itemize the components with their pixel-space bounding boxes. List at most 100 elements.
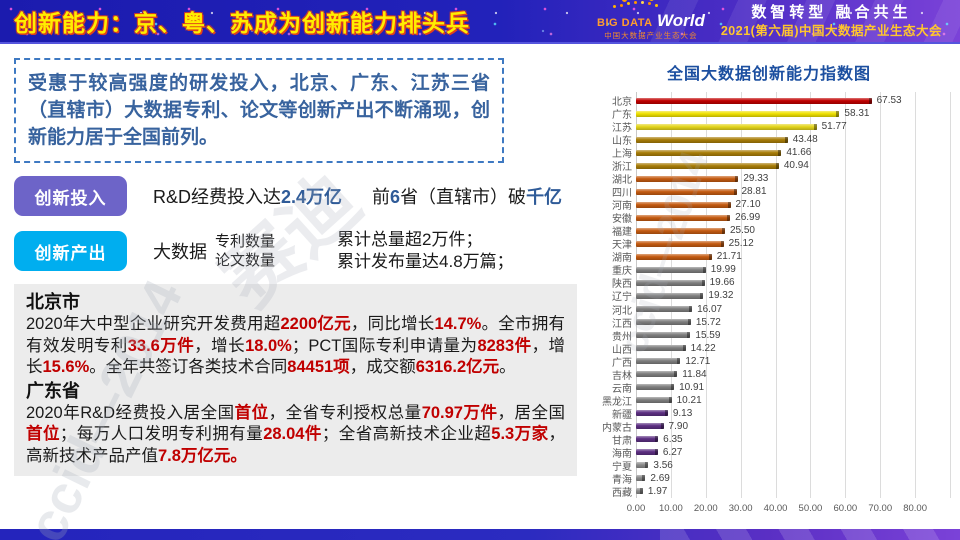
patent-paper-stack: 专利数量 论文数量 [215,232,275,270]
bar-area: 40.94 [636,160,950,171]
bigdata-label: 大数据 [153,242,207,262]
category-label: 云南 [612,383,632,395]
bar-广西 [636,358,681,365]
bar-甘肃 [636,436,659,443]
bar-area: 67.53 [636,95,950,106]
bar-area: 27.10 [636,199,950,210]
chart-title: 全国大数据创新能力指数图 [666,66,871,83]
gridline [880,92,882,498]
chart-row: 新疆 9.13 [588,407,950,421]
plain-text: ，全省专利授权总量 [268,403,422,422]
bar-天津 [636,240,724,247]
category-label: 福建 [612,227,632,239]
value-label: 11.84 [682,368,707,380]
value-label: 9.13 [672,407,693,419]
header-bar: 创新能力：京、粤、苏成为创新能力排头兵 BIG DATA World 中国大数据… [0,0,960,44]
x-tick-label: 10.00 [658,503,683,514]
category-label: 安徽 [612,214,632,226]
logo-bigdata-text: BIG DATA [597,17,653,30]
plain-text: 。全市拥有有效发明专利 [26,315,566,355]
chart-row: 贵州 15.59 [588,329,950,343]
highlight-text: 84451项 [287,358,350,376]
bar-area: 16.07 [636,304,950,315]
bar-浙江 [636,162,779,169]
category-label: 上海 [612,149,632,161]
bar-宁夏 [636,462,649,469]
value-label: 26.99 [735,212,761,224]
chart-row: 安徽 26.99 [588,211,950,226]
bar-area: 6.27 [636,447,950,458]
category-label: 重庆 [612,266,632,278]
category-label: 河南 [612,201,632,213]
bar-chart: 北京 67.53 广东 58.31 江苏 51.77 山东 43.48 上海 41.66 浙江 40.… [588,92,951,499]
bar-北京 [636,97,872,104]
bar-黑龙江 [636,397,672,404]
plain-text: ；全省高新技术企业超 [321,425,492,443]
bar-area: 1.97 [636,486,950,497]
chart-row: 湖南 21.71 [588,250,950,264]
bar-江西 [636,319,691,326]
bar-area: 19.66 [636,277,950,288]
innovation-output-row: 创新产出 大数据 专利数量 论文数量 累计总量超2万件； 累计发布量达4.8万篇… [14,229,580,273]
value-label: 15.72 [695,316,721,328]
highlight-text: 6316.2亿元 [415,358,500,376]
beijing-paragraph: 2020年大中型企业研究开发费用超2200亿元，同比增长14.7%。全市拥有有效… [26,314,565,379]
bar-area: 12.71 [636,356,950,367]
plain-text: R&D经费投入达 [153,187,282,207]
highlight-text: 首位 [26,425,60,443]
category-label: 河北 [612,305,632,317]
value-label: 29.33 [743,173,769,185]
value-label: 25.50 [729,225,755,237]
intro-box: 受惠于较高强度的研发投入，北京、广东、江苏三省（直辖市）大数据专利、论文等创新产… [14,58,504,163]
value-label: 19.99 [710,264,736,276]
value-label: 15.59 [695,329,721,341]
value-label: 7.90 [668,420,689,432]
category-label: 西藏 [612,487,632,499]
bar-area: 28.81 [636,186,950,197]
innovation-input-row: 创新投入 R&D经费投入达2.4万亿 前6省（直辖市）破千亿 [14,176,580,216]
value-label: 10.91 [679,381,705,393]
gridline [705,92,707,498]
guangdong-paragraph: 2020年R&D经费投入居全国首位，全省专利授权总量70.97万件，居全国首位；… [26,403,565,468]
bar-area: 7.90 [636,421,950,432]
gridline [845,92,847,498]
chart-row: 河北 16.07 [588,303,950,317]
chart-row: 上海 41.66 [588,146,950,161]
chart-row: 广西 12.71 [588,355,950,369]
category-label: 辽宁 [612,292,632,304]
chart-row: 甘肃 6.35 [588,433,950,447]
bar-上海 [636,149,782,156]
chart-row: 山西 14.22 [588,342,950,356]
bar-广东 [636,110,840,117]
value-label: 12.71 [685,355,711,367]
value-label: 14.22 [690,342,716,354]
bar-area: 10.91 [636,382,950,393]
value-label: 19.32 [708,290,734,302]
bar-area: 10.21 [636,395,950,406]
category-label: 山东 [612,136,632,148]
chart-row: 四川 28.81 [588,185,950,199]
chart-row: 湖北 29.33 [588,172,950,186]
chart-row: 福建 25.50 [588,224,950,239]
rd-investment-text: R&D经费投入达2.4万亿 [153,183,342,209]
value-label: 6.27 [662,446,683,458]
x-tick-label: 80.00 [903,503,927,514]
bar-area: 15.59 [636,330,950,341]
chart-row: 浙江 40.94 [588,159,950,174]
chart-row: 宁夏 3.56 [588,459,950,473]
bar-辽宁 [636,292,704,299]
top-provinces-text: 前6省（直辖市）破千亿 [372,183,562,209]
chart-row: 吉林 11.84 [588,368,950,382]
bar-内蒙古 [636,423,664,430]
plain-text: ，增长 [194,336,246,355]
paper-count-label: 论文数量 [215,252,276,269]
highlight-text: 2.4万亿 [281,187,343,207]
chart-row: 陕西 19.66 [588,276,950,290]
bar-吉林 [636,371,678,378]
category-label: 天津 [612,240,632,252]
category-label: 吉林 [612,370,632,382]
category-label: 浙江 [612,162,632,174]
chart-row: 内蒙古 7.90 [588,420,950,434]
x-tick-label: 30.00 [728,503,753,514]
highlight-text: 6 [390,187,401,207]
